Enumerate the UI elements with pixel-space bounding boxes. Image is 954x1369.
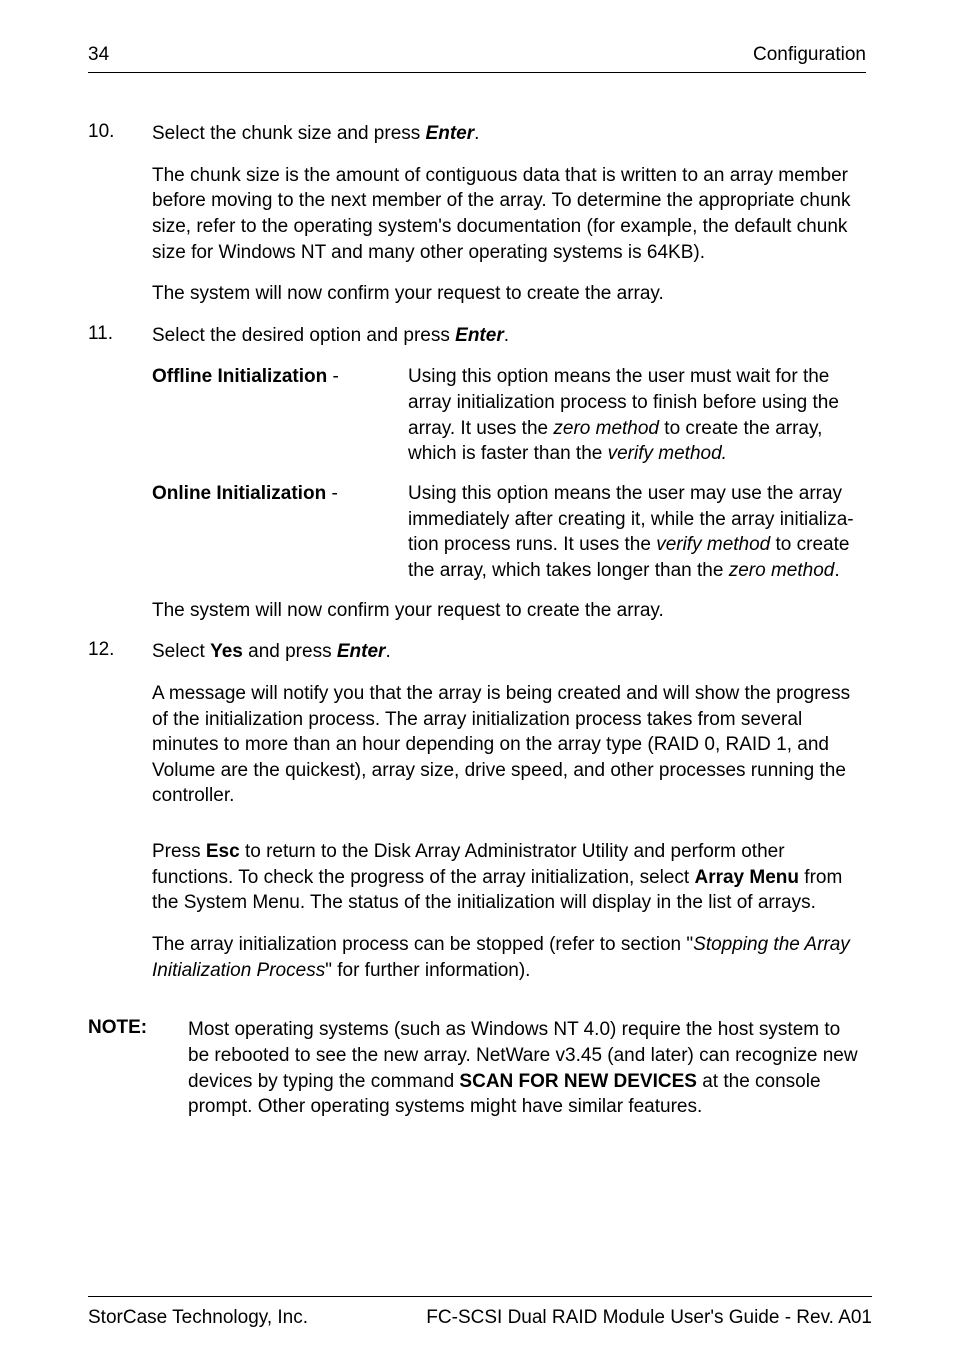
bold-run: SCAN FOR NEW DEVICES bbox=[459, 1071, 697, 1092]
text-run: and press bbox=[243, 641, 337, 662]
definition-offline: Offline Initialization - Using this opti… bbox=[152, 364, 866, 467]
italic-run: zero method bbox=[553, 418, 659, 439]
step-12: 12. Select Yes and press Enter. A messag… bbox=[88, 639, 866, 983]
key-enter: Enter bbox=[337, 641, 386, 662]
definition-desc: Using this option means the user must wa… bbox=[408, 364, 866, 467]
bold-run: Array Menu bbox=[694, 867, 799, 888]
step-line: Select Yes and press Enter. bbox=[152, 639, 866, 665]
page-header: 34 Configuration bbox=[88, 44, 866, 72]
text-run: The array initialization process can be … bbox=[152, 934, 693, 955]
text-run: Select the chunk size and press bbox=[152, 123, 426, 144]
note-block: NOTE: Most operating systems (such as Wi… bbox=[88, 1017, 866, 1120]
key-enter: Enter bbox=[455, 325, 504, 346]
footer-divider bbox=[88, 1296, 872, 1297]
step-body: Select the desired option and press Ente… bbox=[152, 323, 866, 623]
bold-run: Yes bbox=[210, 641, 243, 662]
term-dash: - bbox=[326, 483, 338, 504]
term-text: Online Initialization bbox=[152, 483, 326, 504]
footer-right: FC-SCSI Dual RAID Module User's Guide - … bbox=[426, 1307, 872, 1329]
definition-online: Online Initialization - Using this optio… bbox=[152, 481, 866, 584]
page-number: 34 bbox=[88, 44, 109, 66]
paragraph: The chunk size is the amount of contiguo… bbox=[152, 163, 866, 266]
text-run: . bbox=[834, 560, 839, 581]
step-number: 11. bbox=[88, 323, 152, 623]
step-line: Select the chunk size and press Enter. bbox=[152, 121, 866, 147]
term-text: Offline Initialization bbox=[152, 366, 327, 387]
page-footer: StorCase Technology, Inc. FC-SCSI Dual R… bbox=[88, 1296, 872, 1329]
step-body: Select Yes and press Enter. A message wi… bbox=[152, 639, 866, 983]
header-divider bbox=[88, 72, 866, 73]
paragraph: The array initialization process can be … bbox=[152, 932, 866, 983]
text-run: . bbox=[474, 123, 479, 144]
section-title: Configuration bbox=[753, 44, 866, 66]
text-run: " for further information). bbox=[325, 960, 530, 981]
paragraph: The system will now confirm your request… bbox=[152, 598, 866, 624]
step-10: 10. Select the chunk size and press Ente… bbox=[88, 121, 866, 307]
definition-term: Online Initialization - bbox=[152, 481, 408, 584]
term-dash: - bbox=[327, 366, 339, 387]
text-run: . bbox=[504, 325, 509, 346]
key-enter: Enter bbox=[426, 123, 475, 144]
step-line: Select the desired option and press Ente… bbox=[152, 323, 866, 349]
text-run: Select the desired option and press bbox=[152, 325, 455, 346]
note-label: NOTE: bbox=[88, 1017, 188, 1120]
italic-run: verify method. bbox=[608, 443, 727, 464]
step-body: Select the chunk size and press Enter. T… bbox=[152, 121, 866, 307]
text-run: Press bbox=[152, 841, 206, 862]
footer-left: StorCase Technology, Inc. bbox=[88, 1307, 308, 1329]
paragraph: A message will notify you that the array… bbox=[152, 681, 866, 809]
definition-desc: Using this option means the user may use… bbox=[408, 481, 866, 584]
key-esc: Esc bbox=[206, 841, 240, 862]
definition-term: Offline Initialization - bbox=[152, 364, 408, 467]
note-body: Most operating systems (such as Windows … bbox=[188, 1017, 866, 1120]
italic-run: zero method bbox=[729, 560, 835, 581]
step-number: 12. bbox=[88, 639, 152, 983]
text-run: to return to the Disk Array Administrato… bbox=[152, 841, 785, 888]
step-11: 11. Select the desired option and press … bbox=[88, 323, 866, 623]
text-run: Select bbox=[152, 641, 210, 662]
text-run: . bbox=[385, 641, 390, 662]
step-number: 10. bbox=[88, 121, 152, 307]
italic-run: verify method bbox=[656, 534, 770, 555]
paragraph: Press Esc to return to the Disk Array Ad… bbox=[152, 839, 866, 916]
paragraph: The system will now confirm your request… bbox=[152, 281, 866, 307]
